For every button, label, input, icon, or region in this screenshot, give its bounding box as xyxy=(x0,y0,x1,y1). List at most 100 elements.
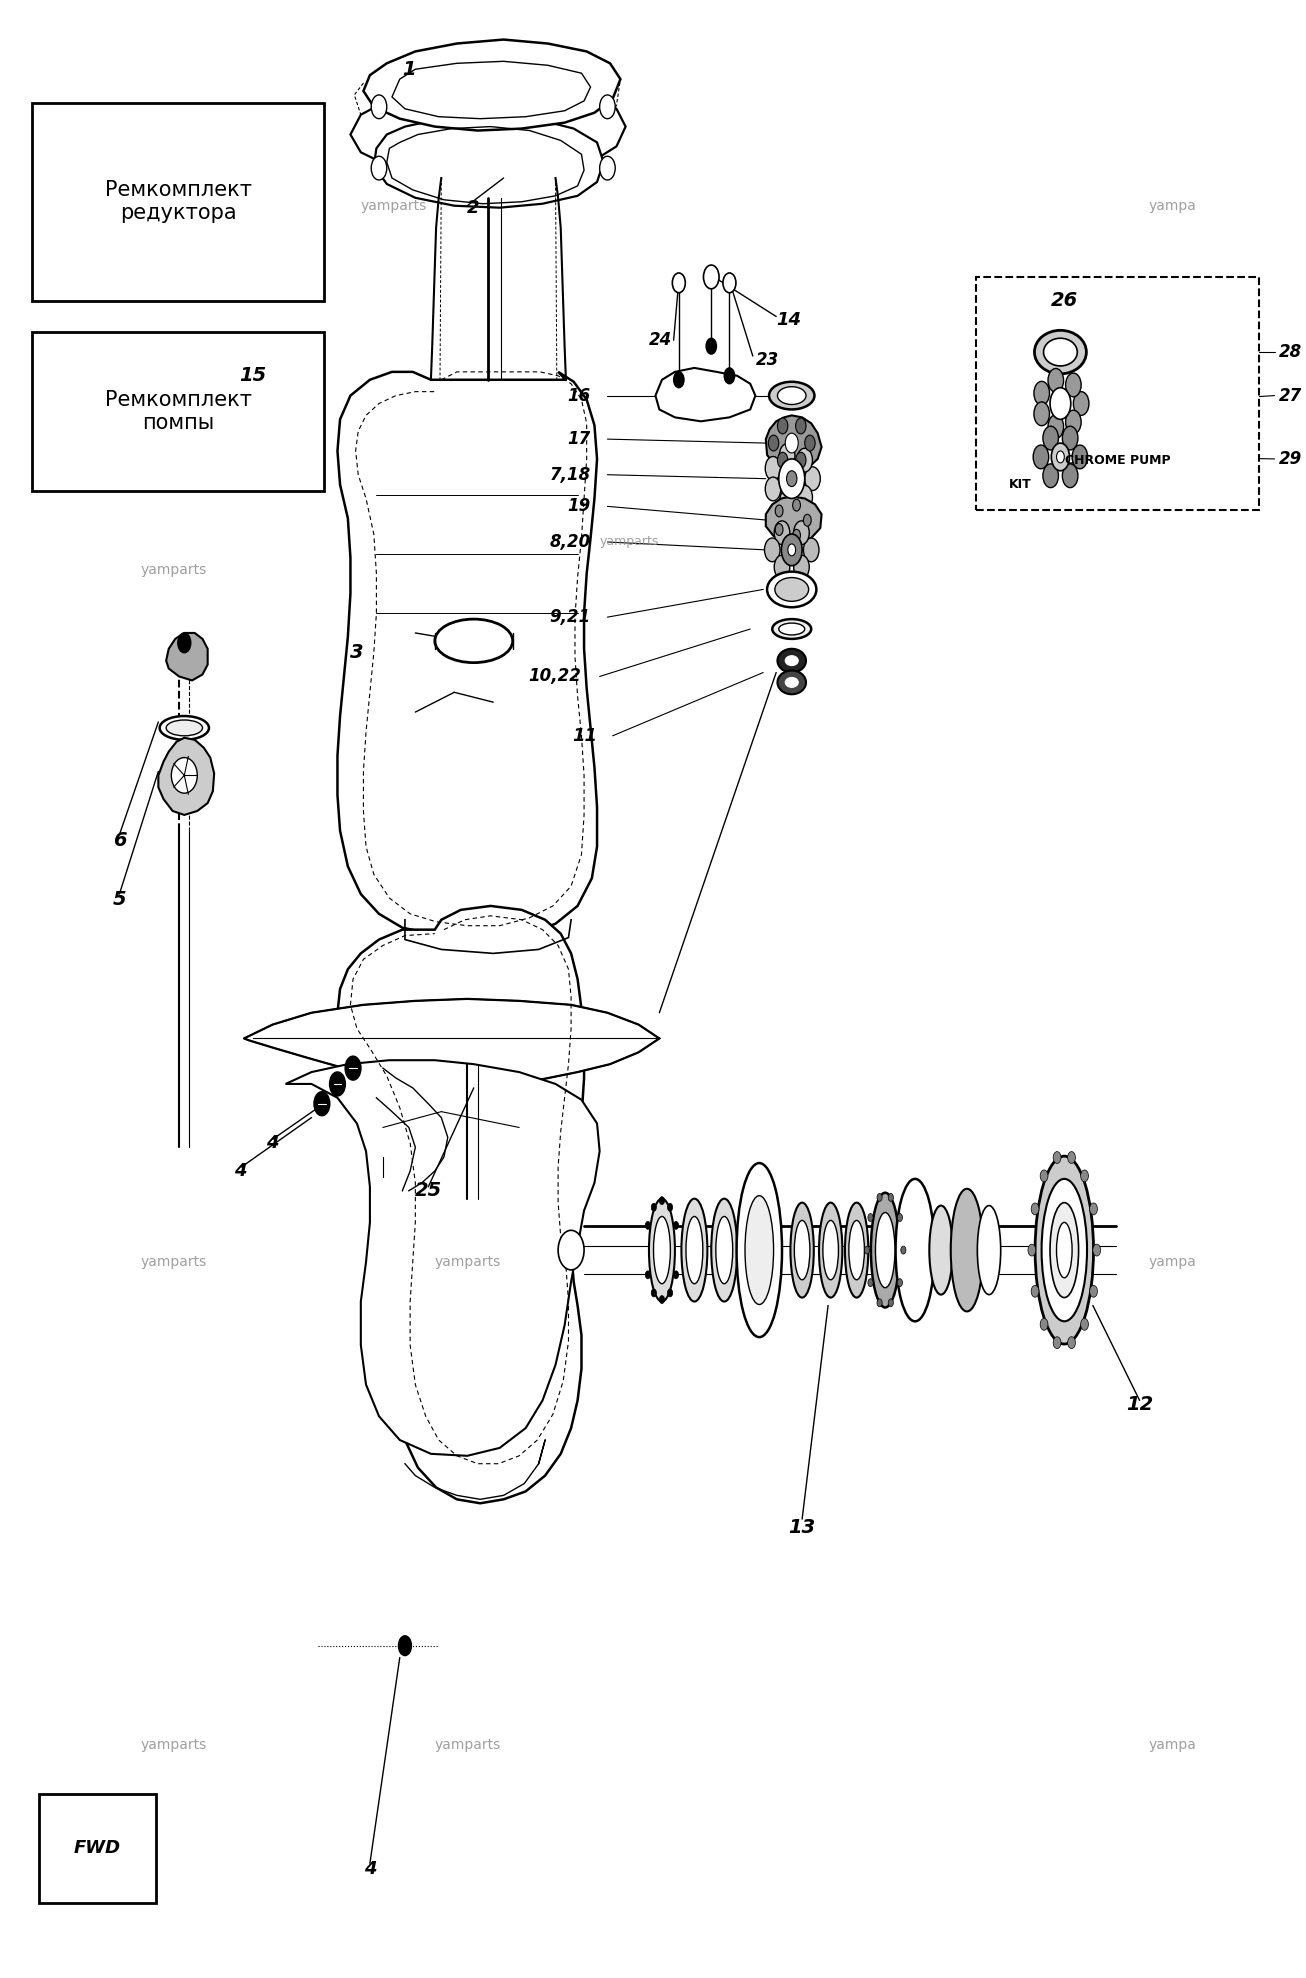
Circle shape xyxy=(781,534,802,566)
Text: 25: 25 xyxy=(415,1181,441,1201)
Circle shape xyxy=(1040,1169,1047,1181)
Circle shape xyxy=(645,1272,650,1280)
Bar xyxy=(33,332,324,491)
Circle shape xyxy=(1053,1151,1060,1163)
Circle shape xyxy=(774,520,790,544)
Circle shape xyxy=(804,467,820,491)
Circle shape xyxy=(794,520,810,544)
Circle shape xyxy=(660,1197,665,1205)
Circle shape xyxy=(795,417,806,433)
Circle shape xyxy=(674,1220,679,1230)
Circle shape xyxy=(674,372,684,388)
Circle shape xyxy=(1053,1337,1060,1349)
Text: 26: 26 xyxy=(1051,291,1077,311)
Circle shape xyxy=(724,273,735,293)
Polygon shape xyxy=(286,1060,599,1456)
Text: yamparts: yamparts xyxy=(140,562,206,578)
Circle shape xyxy=(1043,465,1058,489)
Ellipse shape xyxy=(744,1195,773,1305)
Circle shape xyxy=(797,485,812,508)
Ellipse shape xyxy=(790,1203,814,1298)
Ellipse shape xyxy=(769,382,815,409)
Text: 3: 3 xyxy=(350,643,364,663)
Polygon shape xyxy=(166,633,208,680)
Circle shape xyxy=(777,417,788,433)
Text: 7,18: 7,18 xyxy=(550,465,590,485)
Text: 23: 23 xyxy=(755,350,778,370)
Circle shape xyxy=(876,1300,882,1307)
Text: 11: 11 xyxy=(572,726,597,746)
Polygon shape xyxy=(656,368,755,421)
Text: yamparts: yamparts xyxy=(140,1737,206,1753)
Circle shape xyxy=(765,477,781,500)
Text: 24: 24 xyxy=(649,330,673,350)
Circle shape xyxy=(776,524,784,536)
Ellipse shape xyxy=(649,1199,675,1302)
Ellipse shape xyxy=(171,758,197,793)
Circle shape xyxy=(868,1278,874,1286)
Circle shape xyxy=(398,1636,411,1656)
Polygon shape xyxy=(39,1794,155,1903)
Text: 15: 15 xyxy=(239,366,266,386)
Text: 28: 28 xyxy=(1279,342,1302,362)
Circle shape xyxy=(1067,1151,1075,1163)
Text: yampa: yampa xyxy=(1149,198,1196,214)
Circle shape xyxy=(599,156,615,180)
Circle shape xyxy=(660,1296,665,1304)
Text: yamparts: yamparts xyxy=(360,198,427,214)
Ellipse shape xyxy=(794,1220,810,1280)
Text: FWD: FWD xyxy=(73,1840,121,1857)
Circle shape xyxy=(774,556,790,580)
Ellipse shape xyxy=(777,671,806,694)
Text: 4: 4 xyxy=(234,1161,247,1181)
Circle shape xyxy=(1072,445,1088,469)
Circle shape xyxy=(793,530,801,542)
Circle shape xyxy=(1050,388,1071,419)
Ellipse shape xyxy=(737,1163,782,1337)
Text: 14: 14 xyxy=(776,311,801,330)
Circle shape xyxy=(768,435,778,451)
Text: yamparts: yamparts xyxy=(140,1254,206,1270)
Circle shape xyxy=(803,514,811,526)
Circle shape xyxy=(785,433,798,453)
Circle shape xyxy=(707,338,717,354)
Ellipse shape xyxy=(1050,1203,1079,1298)
Text: yampa: yampa xyxy=(1149,1737,1196,1753)
Circle shape xyxy=(1047,415,1063,439)
Circle shape xyxy=(725,368,735,384)
Ellipse shape xyxy=(785,676,798,688)
Circle shape xyxy=(1074,392,1089,415)
Circle shape xyxy=(345,1056,360,1080)
Polygon shape xyxy=(337,906,584,1503)
Circle shape xyxy=(1089,1203,1097,1214)
Text: 19: 19 xyxy=(567,496,590,516)
Circle shape xyxy=(793,498,801,510)
Circle shape xyxy=(765,457,781,481)
Ellipse shape xyxy=(896,1179,935,1321)
Circle shape xyxy=(178,633,191,653)
Circle shape xyxy=(888,1193,893,1201)
Circle shape xyxy=(1067,1337,1075,1349)
Text: 9,21: 9,21 xyxy=(550,607,590,627)
Text: 4: 4 xyxy=(363,1859,376,1879)
Circle shape xyxy=(1034,402,1050,425)
Text: 29: 29 xyxy=(1279,449,1302,469)
Circle shape xyxy=(371,156,387,180)
Ellipse shape xyxy=(712,1199,737,1302)
Text: 5: 5 xyxy=(112,890,127,910)
Polygon shape xyxy=(244,999,660,1086)
Ellipse shape xyxy=(845,1203,868,1298)
Ellipse shape xyxy=(785,657,798,665)
Circle shape xyxy=(1047,368,1063,392)
Circle shape xyxy=(1066,374,1081,398)
Text: yamparts: yamparts xyxy=(435,1254,502,1270)
Text: CHROME PUMP: CHROME PUMP xyxy=(1064,453,1170,467)
Ellipse shape xyxy=(875,1213,895,1288)
Circle shape xyxy=(804,435,815,451)
Ellipse shape xyxy=(1034,330,1087,374)
Ellipse shape xyxy=(1036,1155,1093,1345)
Ellipse shape xyxy=(778,623,804,635)
Ellipse shape xyxy=(823,1220,838,1280)
Ellipse shape xyxy=(849,1220,865,1280)
Ellipse shape xyxy=(716,1216,733,1284)
